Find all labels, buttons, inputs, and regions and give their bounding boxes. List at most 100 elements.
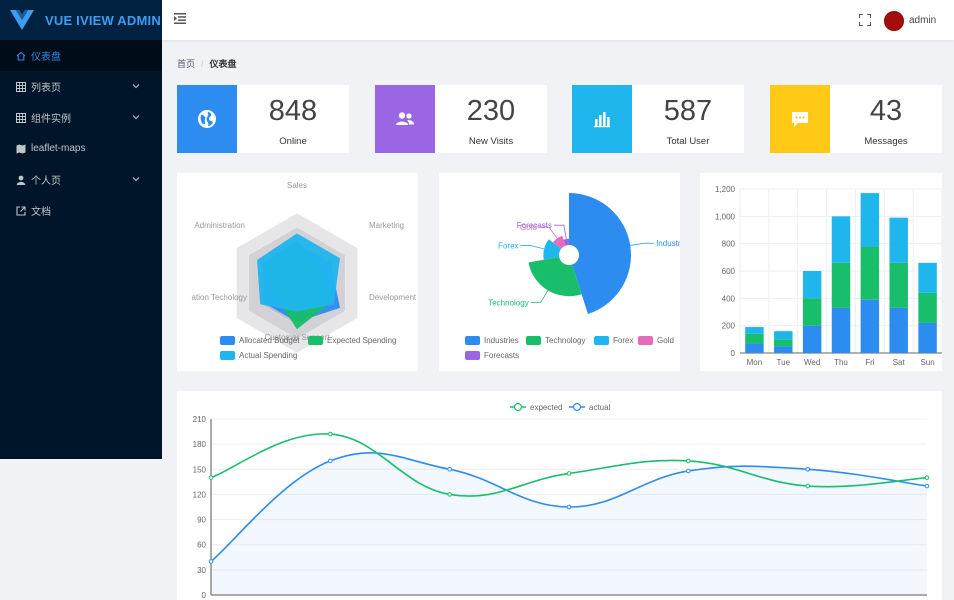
legend-item: Forecasts — [465, 351, 519, 360]
radar-series-area — [257, 233, 340, 312]
sidebar-item-2[interactable]: 组件实例 — [0, 102, 162, 133]
x-tick-label: Wed — [804, 358, 820, 367]
x-tick-label: Fri — [865, 358, 875, 367]
stat-value: 230 — [466, 95, 516, 127]
radar-chart: Sales Marketing Development Customer Suppor… — [192, 181, 417, 360]
breadcrumb-separator: / — [201, 59, 204, 69]
breadcrumb: 首页 / 仪表盘 — [177, 57, 237, 70]
bar-segment — [860, 246, 880, 300]
radar-indicator-label: Administration — [194, 221, 245, 230]
sidebar-item-5[interactable]: 文档 — [0, 195, 162, 226]
x-tick-label: Sat — [893, 358, 906, 367]
breadcrumb-current: 仪表盘 — [209, 59, 237, 69]
legend-item: Technology — [526, 336, 585, 345]
stacked-bar-chart-panel: 0 200 400 600 800 1,000 1,200 Mon Tue Wed Thu Fri Sa… — [700, 173, 943, 371]
stat-icon-box — [770, 85, 830, 153]
breadcrumb-home[interactable]: 首页 — [177, 59, 196, 69]
stat-value: 587 — [663, 95, 713, 127]
legend-label: expected — [530, 403, 562, 412]
stat-card-messages: 43 Messages — [770, 85, 942, 153]
y-tick-label: 120 — [193, 490, 207, 499]
stat-label: New Visits — [468, 136, 514, 147]
line-chart-panel: 0 30 60 90 120 150 180 210 expected actual — [177, 391, 942, 600]
bar-segment — [745, 333, 764, 344]
y-tick-label: 0 — [202, 591, 207, 600]
line-point — [328, 458, 333, 464]
bar-segment — [831, 262, 851, 308]
legend-label: actual — [589, 403, 611, 412]
stat-icon-box — [375, 85, 435, 153]
sidebar-item-0[interactable]: 仪表盘 — [0, 40, 162, 71]
bar-segment — [774, 331, 793, 340]
legend-swatch — [526, 336, 541, 345]
rose-pie-chart: Industries Technology Forex Gold Forecasts In… — [465, 193, 691, 360]
legend-swatch — [638, 336, 653, 345]
line-point — [566, 471, 572, 476]
bar-segment — [774, 339, 793, 347]
app-logo[interactable]: VUE IVIEW ADMIN — [0, 0, 162, 40]
y-tick-label: 200 — [722, 322, 736, 331]
avatar[interactable] — [884, 11, 904, 31]
sidebar-item-4[interactable]: 个人页 — [0, 164, 162, 195]
y-tick-label: 210 — [193, 415, 207, 424]
legend-swatch — [594, 336, 609, 345]
username[interactable]: admin — [909, 15, 937, 26]
y-tick-label: 1,000 — [715, 212, 736, 221]
pie-label-line — [553, 224, 567, 240]
radar-indicator-label: Development — [369, 293, 417, 302]
legend-marker — [572, 402, 582, 412]
app-title: VUE IVIEW ADMIN — [45, 12, 161, 28]
y-tick-label: 30 — [197, 566, 206, 575]
user-icon — [16, 175, 26, 185]
stat-card-total-user: 587 Total User — [572, 85, 744, 153]
stat-value: 43 — [869, 95, 903, 127]
legend-item: actual — [569, 402, 611, 412]
chevron-down-icon — [132, 113, 140, 121]
bar-chart-icon — [594, 112, 610, 128]
pie-slice-label: Forex — [498, 242, 518, 251]
bar-segment — [918, 292, 937, 323]
legend-swatch — [465, 351, 480, 360]
menu-collapse-icon[interactable] — [174, 13, 186, 24]
pie-slice-label: Industries — [656, 239, 680, 248]
sidebar-item-label: 个人页 — [31, 176, 61, 187]
legend-item: Expected Spending — [308, 336, 396, 345]
x-tick-label: Tue — [777, 358, 791, 367]
legend-item: Forex — [594, 336, 633, 345]
radar-chart-panel: Sales Marketing Development Customer Suppor… — [177, 173, 418, 371]
line-point — [686, 468, 691, 474]
stat-icon-box — [572, 85, 632, 153]
home-icon — [16, 51, 26, 61]
y-tick-label: 60 — [197, 541, 206, 550]
top-header: admin — [162, 0, 954, 40]
bar-segment — [860, 193, 880, 247]
sidebar-item-1[interactable]: 列表页 — [0, 71, 162, 102]
line-point — [805, 483, 810, 489]
fullscreen-icon[interactable] — [859, 14, 871, 26]
legend-swatch — [220, 336, 235, 345]
legend-swatch — [308, 336, 323, 345]
y-tick-label: 800 — [722, 240, 736, 249]
sidebar-item-label: 组件实例 — [31, 114, 71, 125]
sidebar: VUE IVIEW ADMIN 仪表盘 列表页组件实例 leaflet-maps 个人… — [0, 0, 162, 459]
sidebar-item-3[interactable]: leaflet-maps — [0, 133, 162, 164]
bar-segment — [860, 299, 880, 353]
stat-label: Total User — [666, 136, 710, 147]
line-point — [924, 483, 930, 489]
legend-label: Actual Spending — [239, 351, 297, 360]
pie-slice — [569, 193, 631, 315]
pie-label-line — [538, 226, 558, 239]
legend-label: Technology — [545, 336, 585, 345]
legend-label: Allocated Budget — [239, 336, 300, 345]
rose-pie-chart-panel: Industries Technology Forex Gold Forecasts In… — [439, 173, 691, 371]
legend-label: Industries — [484, 336, 519, 345]
vue-logo-icon — [10, 10, 34, 30]
users-icon — [396, 112, 414, 125]
sidebar-item-label: leaflet-maps — [31, 143, 86, 154]
pie-slice-label: Gold — [520, 223, 537, 232]
pie-label-line — [630, 242, 655, 246]
chevron-down-icon — [132, 175, 140, 183]
x-tick-label: Mon — [747, 358, 763, 367]
bar-segment — [889, 307, 908, 353]
sidebar-menu: 仪表盘 列表页组件实例 leaflet-maps 个人页文档 — [0, 40, 162, 226]
